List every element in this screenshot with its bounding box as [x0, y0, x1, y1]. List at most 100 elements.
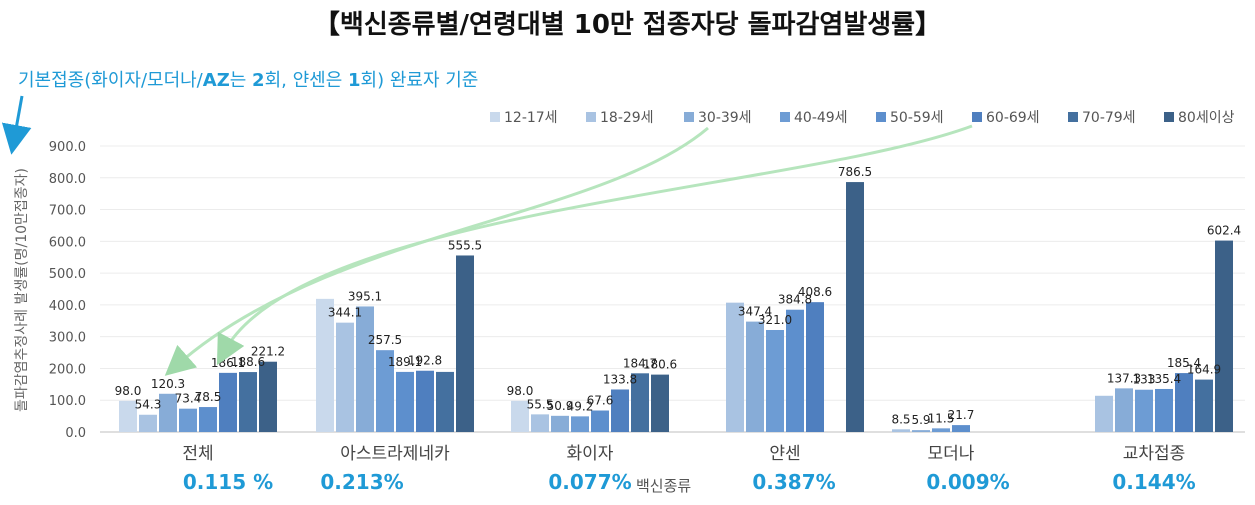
green-arrow-1 [164, 126, 709, 376]
data-label: 54.3 [135, 398, 162, 412]
bar [139, 414, 157, 432]
bar [239, 372, 257, 432]
basis-note: 기본접종(화이자/모더나/AZ는 2회, 얀센은 1회) 완료자 기준 [18, 66, 478, 92]
bar [892, 429, 910, 432]
percentage-cross: 0.144% [1112, 470, 1196, 494]
green-arrow-2 [216, 124, 973, 366]
bar [1175, 373, 1193, 432]
data-label: 786.5 [838, 165, 872, 179]
percentage-janssen: 0.387% [752, 470, 836, 494]
category-label: 교차접종 [1123, 444, 1186, 464]
data-label: 408.6 [798, 285, 832, 299]
data-label: 184.7 [623, 356, 657, 370]
bar [159, 393, 177, 432]
legend-label: 80세이상 [1178, 110, 1235, 126]
bar [436, 371, 454, 432]
bar [806, 302, 824, 432]
note-mid2: 회, 얀센은 [264, 70, 348, 91]
legend-swatch [780, 112, 790, 122]
bar [1215, 240, 1233, 432]
data-label: 98.0 [507, 384, 534, 398]
note-prefix: 기본접종(화이자/모더나/ [18, 70, 203, 91]
bars [119, 182, 1233, 432]
bar [199, 407, 217, 432]
legend-swatch [1068, 112, 1078, 122]
data-label: 11.5 [928, 411, 955, 425]
data-label: 189.1 [388, 355, 422, 369]
bar [651, 374, 669, 432]
y-tick-label: 200.0 [49, 362, 86, 377]
percentage-astrazeneca: 0.213% [320, 470, 404, 494]
bar [396, 371, 414, 432]
bar [219, 372, 237, 432]
data-label: 257.5 [368, 333, 402, 347]
legend-label: 30-39세 [698, 110, 752, 126]
legend-swatch [586, 112, 596, 122]
bar [119, 400, 137, 432]
bar [912, 430, 930, 432]
y-tick-label: 600.0 [49, 235, 86, 250]
legend-label: 18-29세 [600, 110, 654, 126]
y-tick-label: 300.0 [49, 331, 86, 346]
note-mid1: 는 [229, 70, 253, 91]
legend-swatch [972, 112, 982, 122]
bar [766, 329, 784, 432]
bar [531, 414, 549, 432]
note-az: AZ [202, 70, 230, 91]
bar [952, 425, 970, 432]
percentage-total: 0.115 % [182, 470, 274, 494]
data-label: 555.5 [448, 238, 482, 252]
bar [259, 361, 277, 432]
y-tick-label: 800.0 [49, 172, 86, 187]
bar [726, 302, 744, 432]
data-label: 133 [1133, 373, 1156, 387]
legend-swatch [684, 112, 694, 122]
bar [179, 408, 197, 432]
data-label: 180.6 [643, 358, 677, 372]
bar [591, 410, 609, 432]
data-label: 185.4 [1167, 356, 1201, 370]
note-one: 1 [347, 70, 361, 91]
bar [511, 400, 529, 432]
bar [746, 321, 764, 432]
bar [551, 415, 569, 432]
data-label: 73.4 [175, 392, 202, 406]
y-tick-label: 400.0 [49, 299, 86, 314]
legend-swatch [490, 112, 500, 122]
data-label: 98.0 [115, 384, 142, 398]
legend-swatch [876, 112, 886, 122]
category-label: 얀센 [769, 444, 800, 464]
bar [1195, 379, 1213, 432]
bar [786, 309, 804, 432]
bar [456, 255, 474, 432]
data-label: 321.0 [758, 313, 792, 327]
data-label: 395.1 [348, 289, 382, 303]
note-two: 2 [252, 70, 265, 91]
data-label: 49.2 [567, 399, 594, 413]
data-label: 135.4 [1147, 372, 1181, 386]
data-label: 67.6 [587, 394, 614, 408]
bar [1155, 388, 1173, 432]
data-label: 21.7 [948, 408, 975, 422]
bar [1095, 395, 1113, 432]
data-label: 137.3 [1107, 371, 1141, 385]
data-label: 120.3 [151, 377, 185, 391]
data-label: 5.9 [911, 413, 930, 427]
grid [100, 145, 1245, 433]
bar [571, 416, 589, 432]
bar [376, 350, 394, 432]
bar [631, 373, 649, 432]
legend-label: 60-69세 [986, 110, 1040, 126]
legend-label: 12-17세 [504, 110, 558, 126]
note-arrow [1, 95, 32, 155]
y-axis-title: 돌파감염추정사례 발생률(명/10만접종자) [14, 168, 30, 412]
category-label: 아스트라제네카 [340, 444, 450, 464]
data-label: 344.1 [328, 306, 362, 320]
percentage-pfizer: 0.077% [548, 470, 632, 494]
bar [336, 322, 354, 432]
bar [1135, 389, 1153, 432]
bar [846, 182, 864, 432]
data-label: 384.8 [778, 293, 812, 307]
data-label: 8.5 [891, 412, 910, 426]
